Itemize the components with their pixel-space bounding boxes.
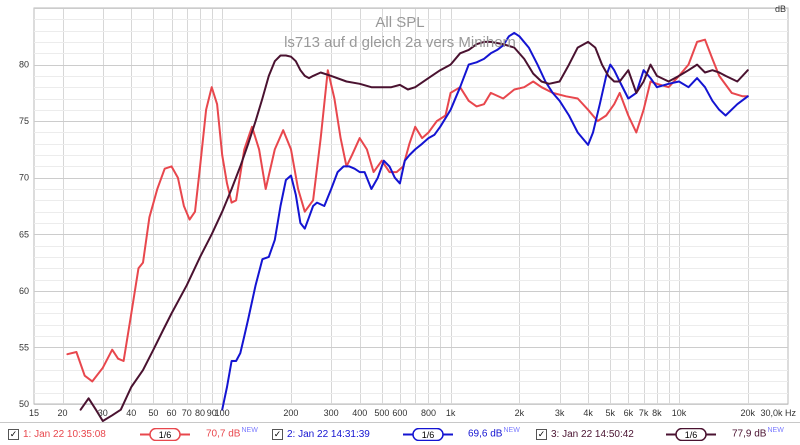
y-tick-label: 65 (19, 229, 29, 239)
series-3-name: 3: Jan 22 14:50:42 (551, 428, 634, 440)
series-3-checkbox[interactable]: ✓ (536, 428, 547, 440)
series-3-smoothing-button[interactable]: 1/6 (666, 428, 716, 441)
series-3-line (79, 40, 749, 422)
series-2-level-value: 69,6 dB (468, 428, 503, 440)
y-tick-label: 70 (19, 173, 29, 183)
x-tick-label: 600 (392, 408, 407, 418)
series-2-smoothing-button[interactable]: 1/6 (403, 428, 453, 441)
x-tick-label: 30,0k Hz (760, 408, 796, 418)
legend-bar: ✓ 1: Jan 22 10:35:08 1/6 70,7 dBNEW ✓ 2:… (0, 422, 800, 445)
x-tick-label: 300 (324, 408, 339, 418)
x-tick-label: 2k (515, 408, 525, 418)
series-2-level: 69,6 dBNEW (468, 427, 520, 439)
x-tick-label: 200 (283, 408, 298, 418)
series-3-level-value: 77,9 dB (732, 428, 767, 440)
series-1-smoothing-label: 1/6 (159, 430, 172, 440)
x-tick-label: 15 (29, 408, 39, 418)
x-tick-label: 6k (624, 408, 634, 418)
x-tick-label: 400 (352, 408, 367, 418)
legend-item-2: ✓ 2: Jan 22 14:31:39 (272, 425, 370, 443)
y-axis-label: dB (775, 4, 786, 14)
x-tick-label: 1k (446, 408, 456, 418)
series-1-smoothing-button[interactable]: 1/6 (140, 428, 190, 441)
y-tick-label: 80 (19, 60, 29, 70)
x-tick-label: 80 (195, 408, 205, 418)
x-tick-label: 10k (672, 408, 687, 418)
x-tick-label: 70 (182, 408, 192, 418)
series-1-level-value: 70,7 dB (206, 428, 241, 440)
x-tick-label: 5k (606, 408, 616, 418)
y-axis-ticks: 50 55 60 65 70 75 80 (19, 60, 29, 409)
x-tick-label: 100 (215, 408, 230, 418)
series-1-line (66, 38, 749, 383)
legend-item-1: ✓ 1: Jan 22 10:35:08 (8, 425, 106, 443)
y-tick-label: 75 (19, 116, 29, 126)
series-1-checkbox[interactable]: ✓ (8, 428, 19, 440)
series-2-line (221, 31, 749, 411)
x-tick-label: 20 (58, 408, 68, 418)
series-2-name: 2: Jan 22 14:31:39 (287, 428, 370, 440)
series-1-name: 1: Jan 22 10:35:08 (23, 428, 106, 440)
x-tick-label: 4k (583, 408, 593, 418)
x-tick-label: 30 (98, 408, 108, 418)
x-tick-label: 800 (421, 408, 436, 418)
x-tick-label: 60 (167, 408, 177, 418)
series-3-smoothing-label: 1/6 (685, 430, 698, 440)
y-tick-label: 50 (19, 399, 29, 409)
x-tick-label: 500 (374, 408, 389, 418)
series-2-checkbox[interactable]: ✓ (272, 428, 283, 440)
chart-title: All SPL (375, 14, 424, 31)
series-1-new-badge: NEW (241, 427, 258, 434)
x-tick-label: 7k (639, 408, 649, 418)
series-3-level: 77,9 dBNEW (732, 427, 784, 439)
chart-subtitle: ls713 auf d gleich 2a vers Minihorn (284, 34, 516, 51)
x-tick-label: 8k (652, 408, 662, 418)
y-tick-label: 60 (19, 286, 29, 296)
x-tick-label: 3k (555, 408, 565, 418)
legend-item-3: ✓ 3: Jan 22 14:50:42 (536, 425, 634, 443)
grid (33, 7, 789, 405)
x-tick-label: 20k (741, 408, 756, 418)
series-2-new-badge: NEW (503, 427, 520, 434)
series-2-smoothing-label: 1/6 (422, 430, 435, 440)
x-tick-label: 40 (126, 408, 136, 418)
series-3-new-badge: NEW (767, 427, 784, 434)
series-lines (66, 31, 749, 422)
series-1-level: 70,7 dBNEW (206, 427, 258, 439)
y-tick-label: 55 (19, 342, 29, 352)
x-tick-label: 50 (148, 408, 158, 418)
x-tick-label: 90 (207, 408, 217, 418)
